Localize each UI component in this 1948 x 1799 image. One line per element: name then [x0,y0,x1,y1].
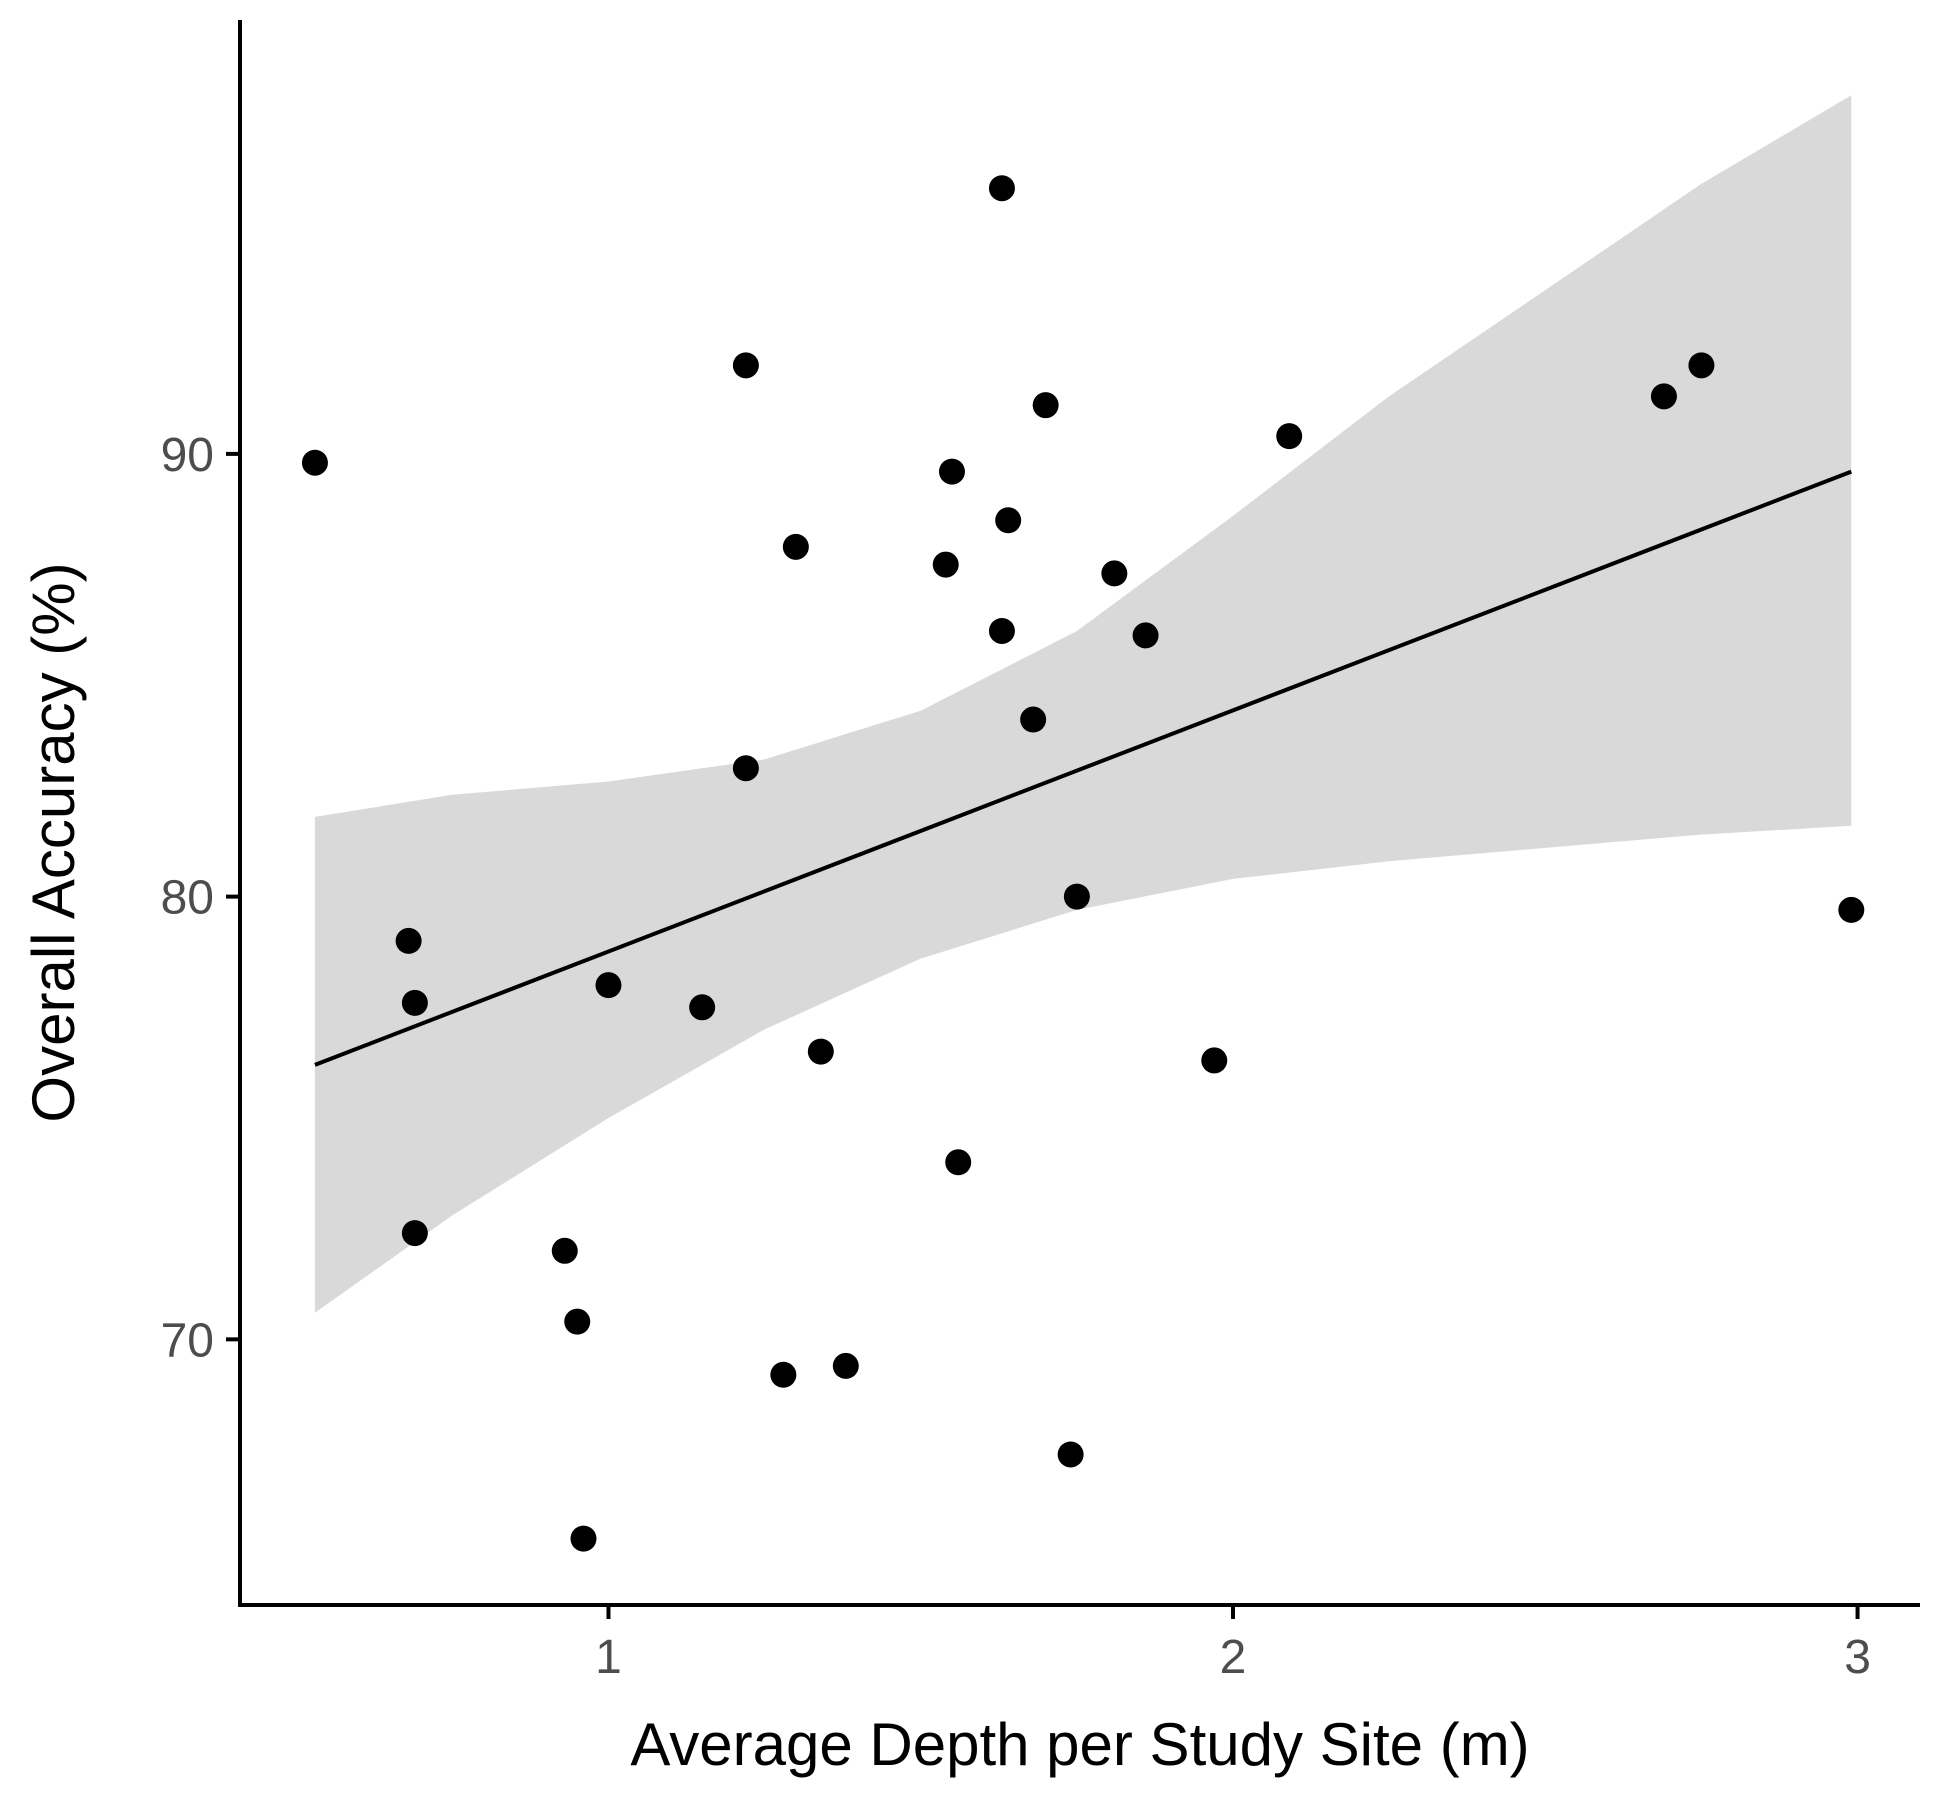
data-point [1276,423,1303,450]
data-point [1838,896,1865,923]
x-tick-label: 3 [1844,1631,1871,1684]
data-point [807,1038,834,1065]
data-point [551,1237,578,1264]
data-point [689,994,716,1021]
data-point [1057,1441,1084,1468]
data-point [301,449,328,476]
data-point [945,1149,972,1176]
data-point [770,1361,797,1388]
data-points [301,175,1865,1552]
x-tick-label: 2 [1220,1631,1247,1684]
data-point [732,352,759,379]
y-tick-label: 90 [161,429,214,482]
data-point [1201,1047,1228,1074]
data-point [782,533,809,560]
data-point [1063,883,1090,910]
data-point [832,1352,859,1379]
data-point [1650,383,1677,410]
data-point [988,175,1015,202]
axis-ticks: 1 2 3 70 80 90 [161,429,1871,1684]
y-tick-label: 70 [161,1314,214,1367]
data-point [1132,622,1159,649]
data-point [401,989,428,1016]
data-point [1688,352,1715,379]
data-point [938,458,965,485]
data-point [564,1308,591,1335]
data-point [395,927,422,954]
data-point [595,972,622,999]
x-tick-label: 1 [595,1631,622,1684]
data-point [401,1220,428,1247]
y-tick-label: 80 [161,872,214,925]
x-axis-title: Average Depth per Study Site (m) [630,1711,1529,1778]
data-point [1101,560,1128,587]
data-point [570,1525,597,1552]
data-point [988,617,1015,644]
data-point [1020,706,1047,733]
regression-line [314,469,1853,1067]
y-axis-title: Overall Accuracy (%) [20,562,87,1122]
data-point [732,755,759,782]
data-point [932,551,959,578]
data-point [995,507,1022,534]
data-point [1032,392,1059,419]
